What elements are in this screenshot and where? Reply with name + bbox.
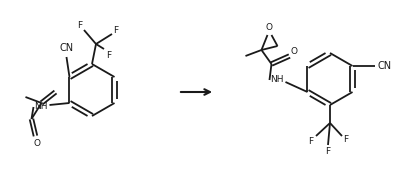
Text: O: O xyxy=(34,140,41,148)
Text: NH: NH xyxy=(270,74,283,84)
Text: F: F xyxy=(113,25,119,34)
Text: CN: CN xyxy=(59,43,74,53)
Text: O: O xyxy=(266,22,273,31)
Text: F: F xyxy=(308,137,314,145)
Text: CN: CN xyxy=(378,61,391,71)
Text: NH: NH xyxy=(34,102,47,111)
Text: O: O xyxy=(291,47,298,56)
Text: F: F xyxy=(326,148,330,157)
Text: F: F xyxy=(77,21,83,30)
Text: F: F xyxy=(106,50,112,59)
Text: F: F xyxy=(344,136,348,145)
